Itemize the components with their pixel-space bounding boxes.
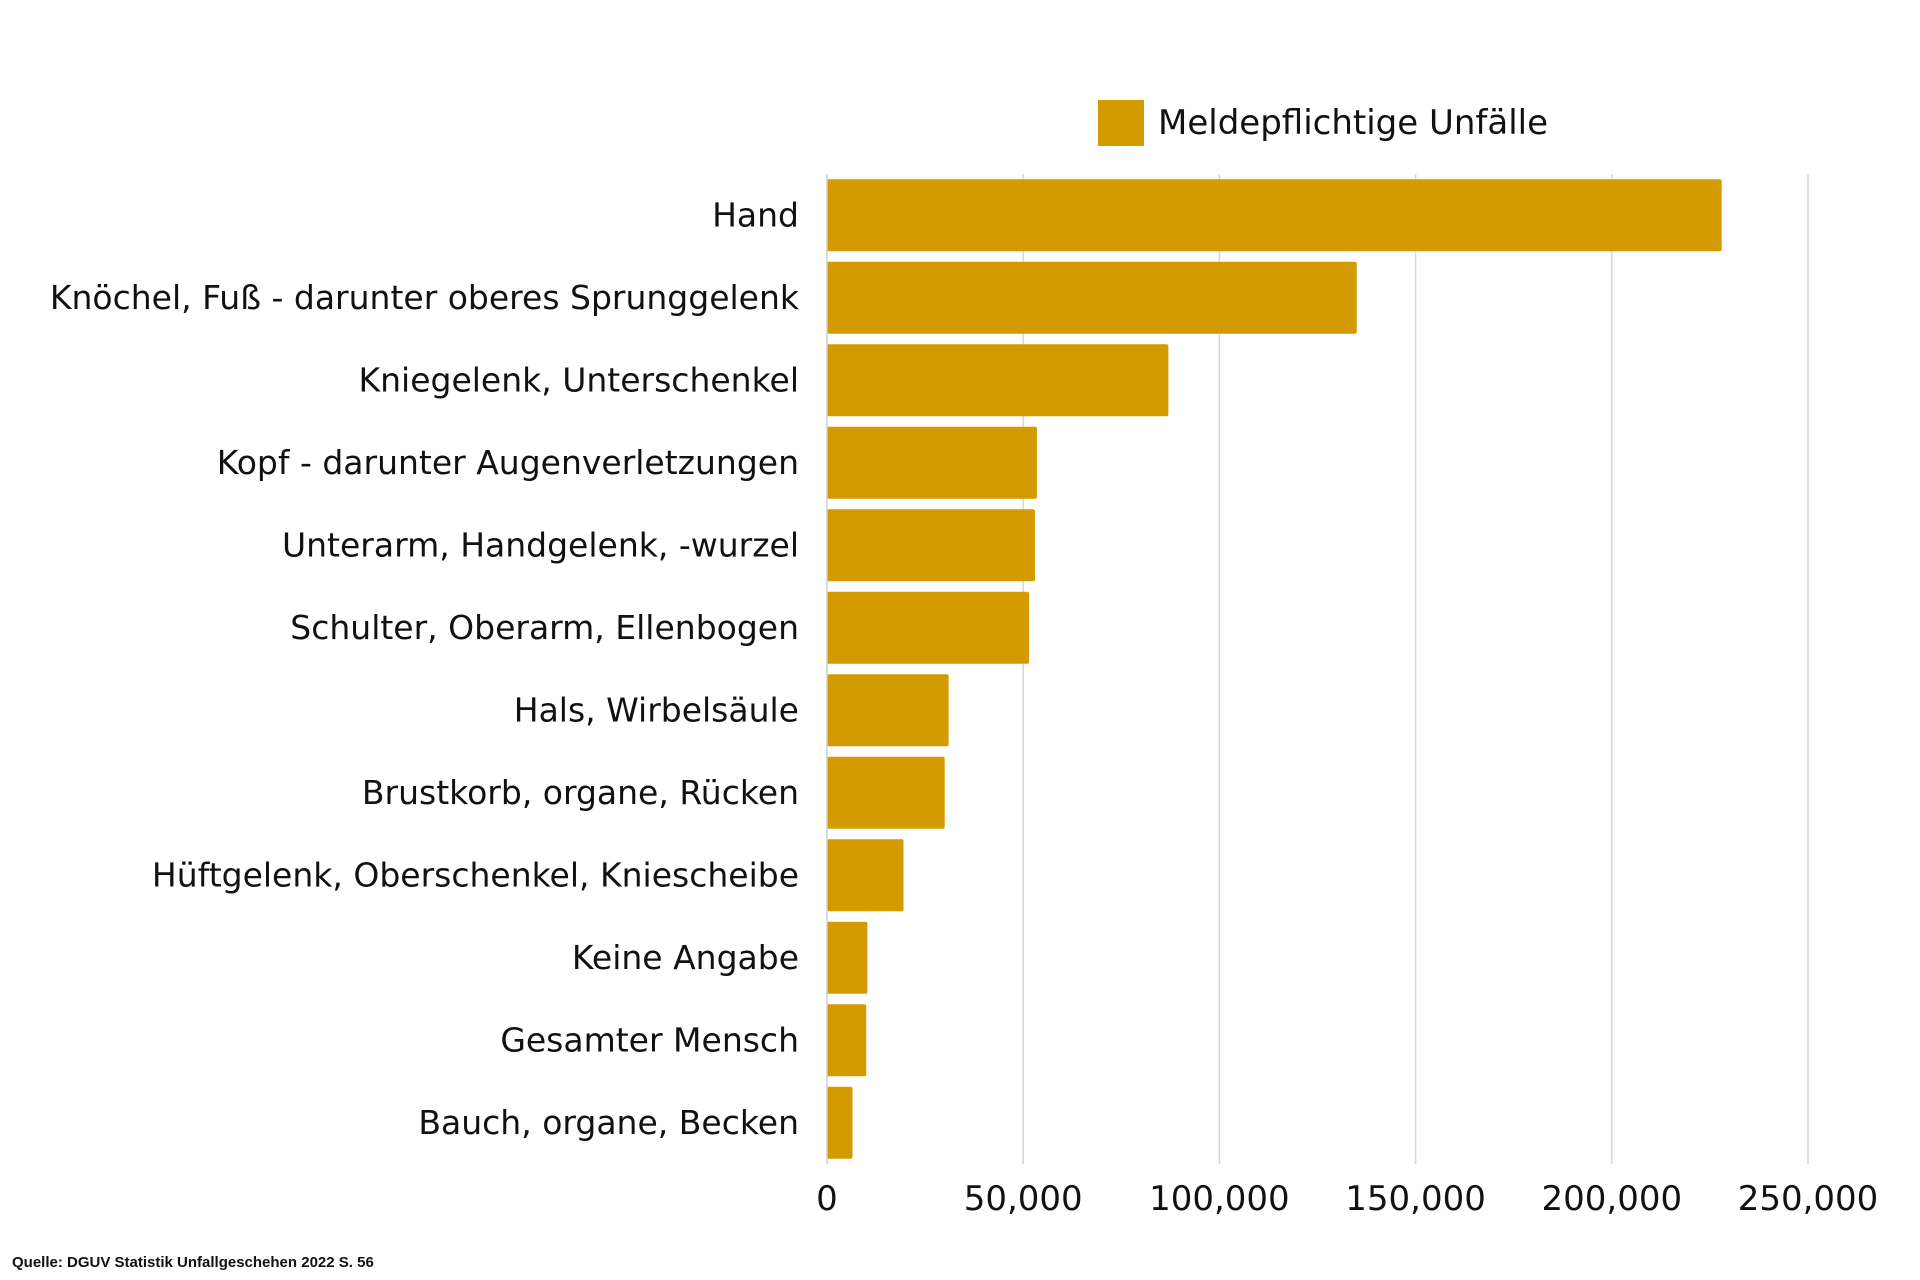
- bar: [827, 756, 945, 829]
- category-label: Kopf - darunter Augenverletzungen: [217, 443, 799, 482]
- legend: Meldepflichtige Unfälle: [1098, 100, 1548, 146]
- x-tick-label: 200,000: [1541, 1179, 1682, 1219]
- category-label: Kniegelenk, Unterschenkel: [358, 360, 799, 399]
- x-tick-label: 250,000: [1738, 1179, 1879, 1219]
- bar: [827, 344, 1169, 417]
- x-tick-label: 100,000: [1149, 1179, 1290, 1219]
- category-label: Hüftgelenk, Oberschenkel, Kniescheibe: [152, 855, 799, 894]
- category-label: Keine Angabe: [572, 938, 799, 977]
- legend-label: Meldepflichtige Unfälle: [1158, 103, 1548, 143]
- category-label: Bauch, organe, Becken: [418, 1103, 799, 1142]
- bar: [827, 509, 1035, 582]
- bar: [827, 591, 1030, 664]
- category-label: Knöchel, Fuß - darunter oberes Sprunggel…: [50, 278, 800, 317]
- x-axis-tick-labels: 0 50,000 100,000 150,000 200,000 250,000: [816, 1179, 1878, 1219]
- x-tick-label: 50,000: [964, 1179, 1083, 1219]
- source-note: Quelle: DGUV Statistik Unfallgeschehen 2…: [12, 1254, 374, 1271]
- category-label: Schulter, Oberarm, Ellenbogen: [290, 608, 799, 647]
- x-tick-label: 150,000: [1345, 1179, 1486, 1219]
- bars: [826, 174, 1722, 1164]
- x-tick-label: 0: [816, 1179, 838, 1219]
- category-label: Hand: [712, 195, 799, 234]
- bar: [827, 674, 949, 747]
- bar: [827, 261, 1357, 334]
- bar: [827, 839, 904, 912]
- bar: [827, 179, 1722, 252]
- category-label: Gesamter Mensch: [500, 1020, 799, 1059]
- bar: [827, 1086, 853, 1159]
- category-labels: Hand Knöchel, Fuß - darunter oberes Sprun…: [50, 195, 800, 1142]
- category-label: Unterarm, Handgelenk, -wurzel: [282, 525, 799, 564]
- legend-swatch: [1098, 100, 1144, 146]
- bar: [827, 1004, 867, 1077]
- category-label: Brustkorb, organe, Rücken: [362, 773, 799, 812]
- bar: [827, 921, 868, 994]
- bar: [827, 426, 1037, 499]
- category-label: Hals, Wirbelsäule: [514, 690, 799, 729]
- gridlines: [1022, 174, 1809, 1164]
